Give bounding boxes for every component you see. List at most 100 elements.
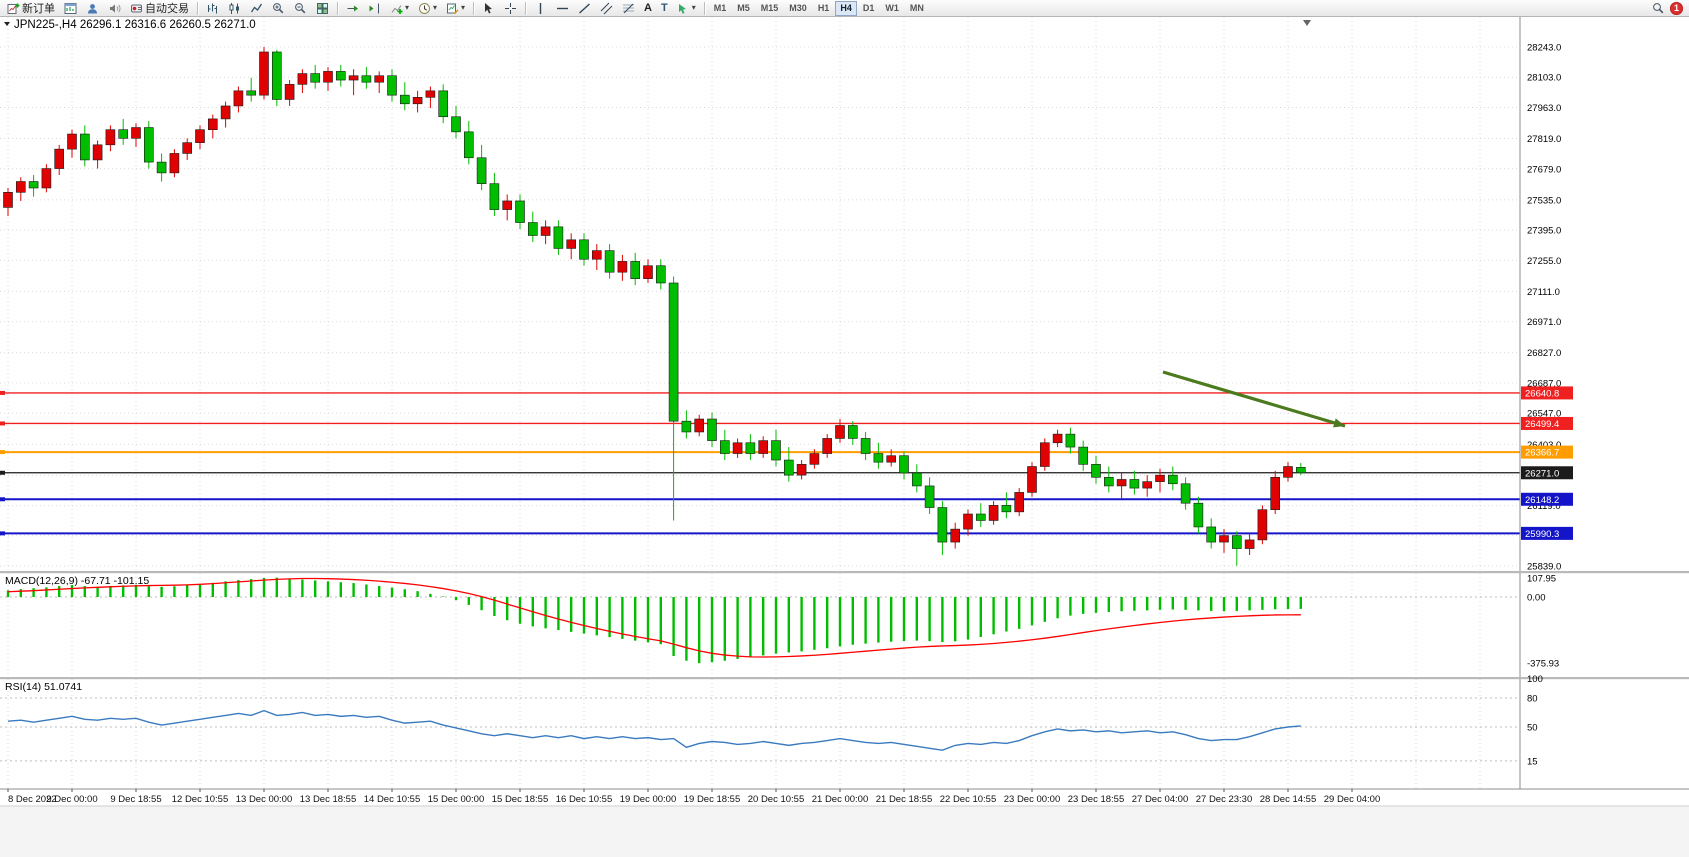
line-left-marker	[0, 450, 5, 455]
periods-button[interactable]: ▾	[414, 1, 441, 16]
cursor-icon	[485, 2, 493, 13]
price-badge	[1521, 445, 1573, 459]
svg-text:27535.0: 27535.0	[1527, 195, 1561, 206]
auto-trading-button[interactable]: 自动交易	[126, 1, 193, 16]
charts-window-button[interactable]	[60, 1, 81, 16]
arrows-tool-icon	[678, 3, 686, 14]
rsi-label: RSI(14) 51.0741	[5, 681, 82, 693]
chevron-down-icon: ▾	[433, 3, 438, 12]
price-axis[interactable]: 28243.0 28103.0 27963.0 27819.0 27679.0 27535…	[1521, 43, 1573, 768]
fibonacci-button[interactable]	[618, 1, 639, 16]
pane-splitter[interactable]	[0, 571, 1689, 574]
grid	[0, 17, 1520, 788]
svg-text:0.00: 0.00	[1527, 593, 1546, 604]
auto-scroll-icon	[347, 5, 358, 11]
svg-text:26148.2: 26148.2	[1525, 495, 1559, 506]
svg-text:21 Dec 00:00: 21 Dec 00:00	[812, 794, 869, 805]
zoom-in-button[interactable]	[268, 1, 289, 16]
news-button[interactable]	[104, 1, 125, 16]
auto-trading-icon	[131, 4, 142, 12]
svg-text:100: 100	[1527, 674, 1543, 685]
svg-text:12 Dec 10:55: 12 Dec 10:55	[172, 794, 229, 805]
candlestick-chart-icon	[229, 2, 239, 14]
panel-frame	[0, 17, 1689, 807]
channel-button[interactable]	[596, 1, 617, 16]
notification-badge[interactable]: 1	[1670, 1, 1683, 15]
svg-text:27963.0: 27963.0	[1527, 103, 1561, 114]
svg-text:27255.0: 27255.0	[1527, 256, 1561, 267]
svg-text:14 Dec 10:55: 14 Dec 10:55	[364, 794, 421, 805]
svg-text:107.95: 107.95	[1527, 574, 1556, 585]
market-watch-button[interactable]	[82, 1, 103, 16]
auto-trading-label: 自动交易	[145, 3, 189, 15]
crosshair-button[interactable]	[500, 1, 521, 16]
svg-text:27819.0: 27819.0	[1527, 134, 1561, 145]
price-badge	[1521, 526, 1573, 540]
trendline-button[interactable]	[574, 1, 595, 16]
price-badge	[1521, 386, 1573, 400]
news-icon	[110, 4, 121, 12]
svg-text:9 Dec 18:55: 9 Dec 18:55	[110, 794, 161, 805]
timeframe-m30-button[interactable]: M30	[784, 1, 812, 16]
label-tool-button[interactable]: T	[657, 1, 672, 16]
bar-chart-button[interactable]	[202, 1, 223, 16]
svg-text:26499.4: 26499.4	[1525, 419, 1559, 430]
timeframe-h1-button[interactable]: H1	[813, 1, 835, 16]
timeframe-h4-button[interactable]: H4	[835, 0, 857, 16]
pane-splitter[interactable]	[0, 677, 1689, 680]
price-badge	[1521, 492, 1573, 506]
trend-arrow[interactable]	[1162, 370, 1346, 428]
svg-text:26971.0: 26971.0	[1527, 317, 1561, 328]
svg-text:20 Dec 10:55: 20 Dec 10:55	[748, 794, 805, 805]
horizontal-line-button[interactable]	[552, 1, 573, 16]
timeframe-m1-button[interactable]: M1	[709, 1, 732, 16]
svg-text:26403.0: 26403.0	[1527, 440, 1561, 451]
line-left-marker	[0, 390, 5, 395]
templates-button[interactable]: ▾	[442, 1, 469, 16]
text-tool-button[interactable]: A	[640, 1, 656, 16]
candlestick-chart-button[interactable]	[224, 1, 245, 16]
svg-text:21 Dec 18:55: 21 Dec 18:55	[876, 794, 933, 805]
svg-text:26687.0: 26687.0	[1527, 378, 1561, 389]
cursor-button[interactable]	[478, 1, 499, 16]
svg-text:9 Dec 00:00: 9 Dec 00:00	[46, 794, 97, 805]
svg-text:13 Dec 00:00: 13 Dec 00:00	[236, 794, 293, 805]
svg-text:27395.0: 27395.0	[1527, 226, 1561, 237]
zoom-out-button[interactable]	[290, 1, 311, 16]
periods-icon	[419, 2, 431, 14]
new-order-label: 新订单	[22, 3, 55, 15]
svg-text:80: 80	[1527, 693, 1538, 704]
auto-scroll-button[interactable]	[342, 1, 363, 16]
timeframe-w1-button[interactable]: W1	[880, 1, 904, 16]
chart-canvas[interactable]: 28243.0 28103.0 27963.0 27819.0 27679.0 27535…	[0, 17, 1689, 857]
chart-shift-button[interactable]	[364, 1, 385, 16]
svg-text:29 Dec 04:00: 29 Dec 04:00	[1324, 794, 1381, 805]
fibonacci-icon	[623, 3, 635, 13]
timeframe-m15-button[interactable]: M15	[756, 1, 784, 16]
line-left-marker	[0, 421, 5, 426]
chart-shift-marker	[1303, 20, 1311, 26]
arrows-tool-button[interactable]: ▾	[673, 1, 700, 16]
new-order-button[interactable]: 新订单	[3, 1, 59, 16]
vertical-line-button[interactable]	[530, 1, 551, 16]
toolbar-separator	[473, 1, 475, 15]
shift-marker	[1303, 20, 1311, 26]
timeframe-d1-button[interactable]: D1	[858, 1, 880, 16]
line-chart-button[interactable]	[246, 1, 267, 16]
svg-text:23 Dec 00:00: 23 Dec 00:00	[1004, 794, 1061, 805]
timeframe-mn-button[interactable]: MN	[905, 1, 929, 16]
search-button[interactable]	[1648, 1, 1669, 16]
indicators-button[interactable]: ▾	[386, 1, 413, 16]
toolbar-separator	[703, 1, 705, 15]
new-order-icon	[7, 3, 20, 14]
toolbar-separator	[197, 1, 198, 15]
label-tool-label: T	[661, 2, 668, 14]
toolbar-separator	[337, 1, 338, 15]
svg-text:26366.7: 26366.7	[1525, 448, 1559, 459]
rsi-label: RSI(14) 51.0741	[5, 681, 82, 693]
tile-windows-button[interactable]	[312, 1, 333, 16]
timeframe-m5-button[interactable]: M5	[732, 1, 755, 16]
svg-text:15 Dec 18:55: 15 Dec 18:55	[492, 794, 549, 805]
svg-text:27111.0: 27111.0	[1527, 287, 1560, 298]
